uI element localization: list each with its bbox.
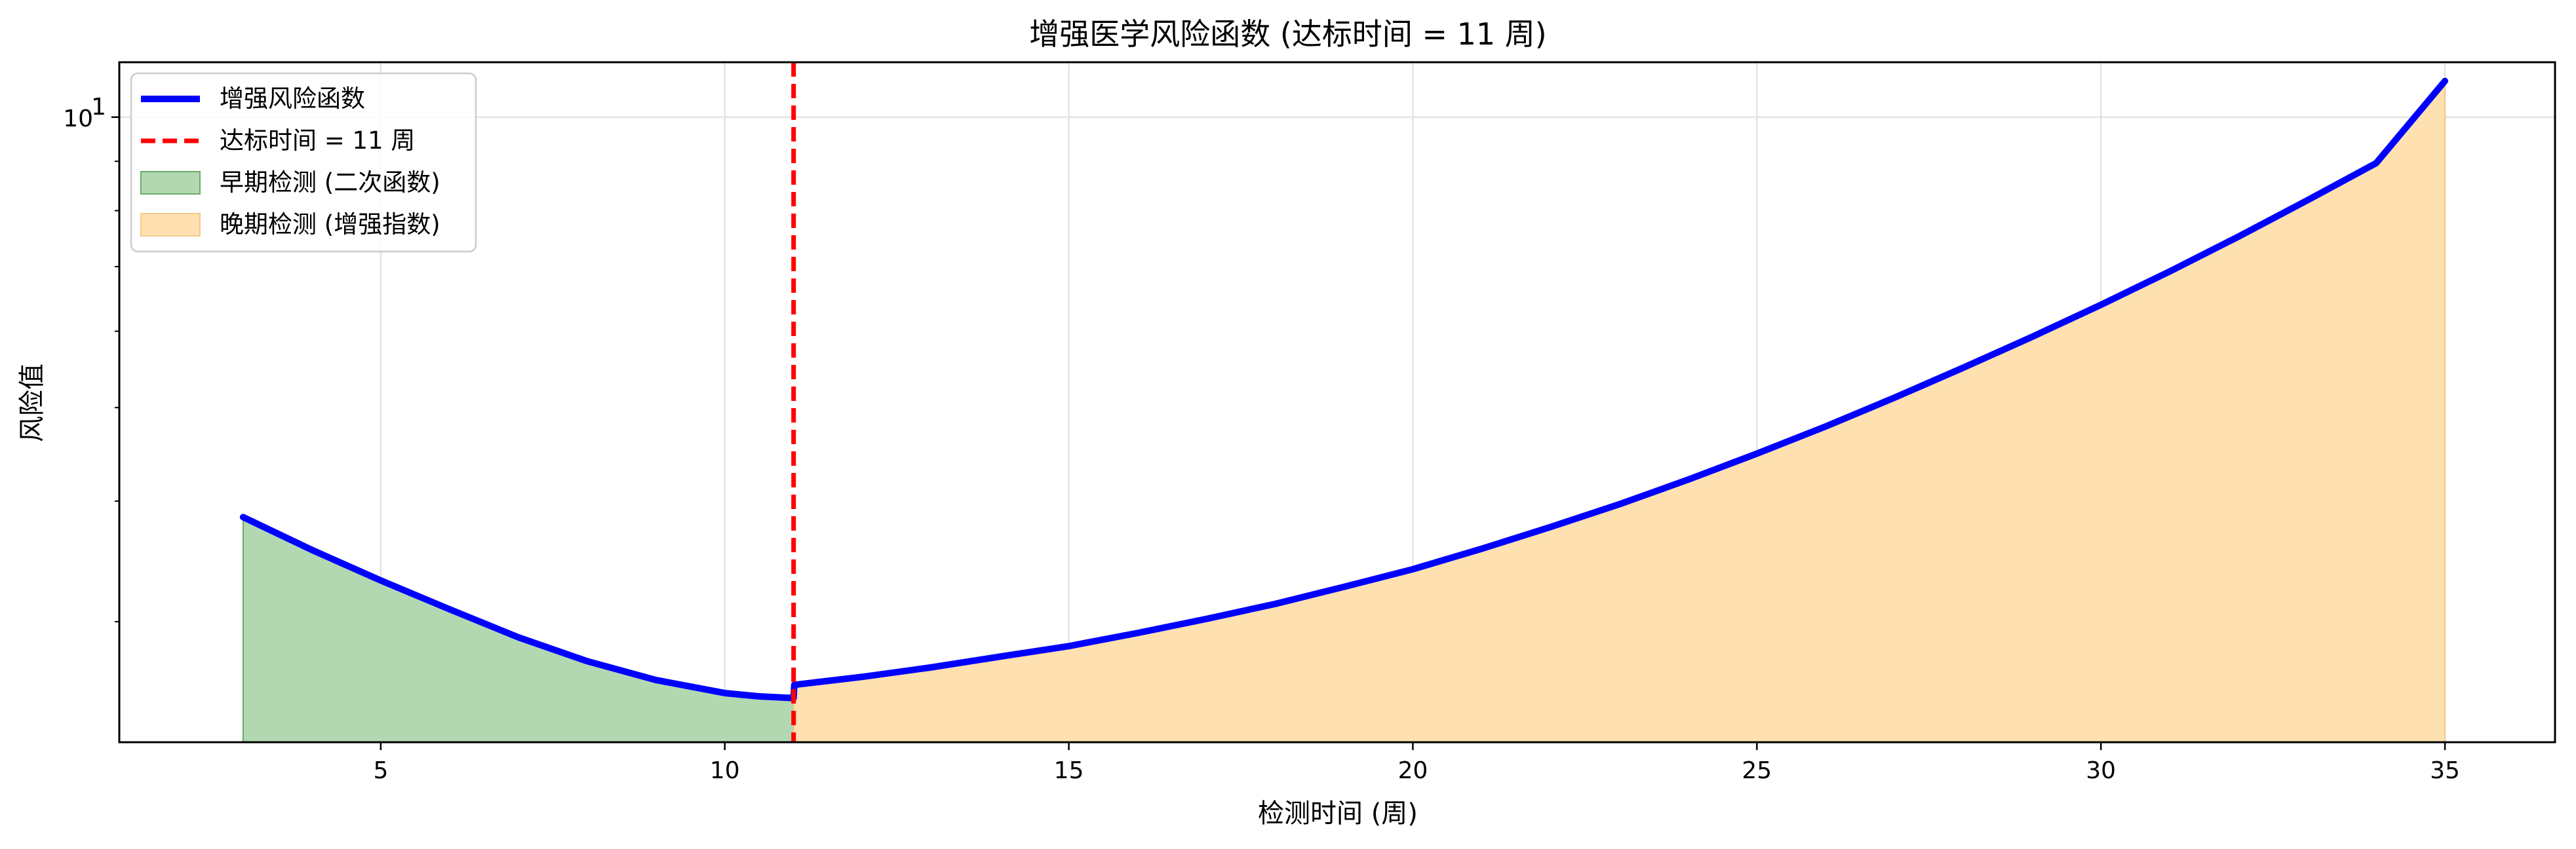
y-tick-label: 10 — [63, 105, 93, 132]
legend-label-late: 晚期检测 (增强指数) — [220, 210, 440, 238]
x-tick-label: 30 — [2086, 757, 2116, 784]
series-lines — [239, 62, 2449, 742]
legend-swatch-late — [140, 213, 201, 236]
legend-label-threshold: 达标时间 = 11 周 — [220, 126, 415, 155]
legend-label-early: 早期检测 (二次函数) — [220, 168, 440, 197]
x-tick-label: 35 — [2430, 757, 2460, 784]
x-tick-label: 15 — [1054, 757, 1084, 784]
y-axis-ticks: 101 — [63, 94, 119, 622]
legend-label-risk-line: 增强风险函数 — [220, 85, 365, 113]
x-axis-ticks: 5 10 15 20 25 30 35 — [373, 742, 2460, 784]
x-tick-label: 25 — [1742, 757, 1772, 784]
plot-frame — [118, 61, 2556, 744]
legend: 增强风险函数 达标时间 = 11 周 早期检测 (二次函数) 晚期检测 (增强指… — [130, 72, 477, 253]
y-tick-label-exponent: 1 — [91, 94, 106, 121]
legend-box — [130, 72, 477, 253]
x-tick-label: 5 — [373, 757, 388, 784]
chart-title: 增强医学风险函数 (达标时间 = 11 周) — [1029, 16, 1546, 52]
x-axis-label: 检测时间 (周) — [1258, 799, 1418, 829]
risk-function-line — [239, 77, 2449, 702]
y-axis-label: 风险值 — [17, 364, 47, 442]
legend-swatch-early — [140, 171, 201, 195]
x-tick-label: 10 — [710, 757, 740, 784]
x-tick-label: 20 — [1398, 757, 1428, 784]
